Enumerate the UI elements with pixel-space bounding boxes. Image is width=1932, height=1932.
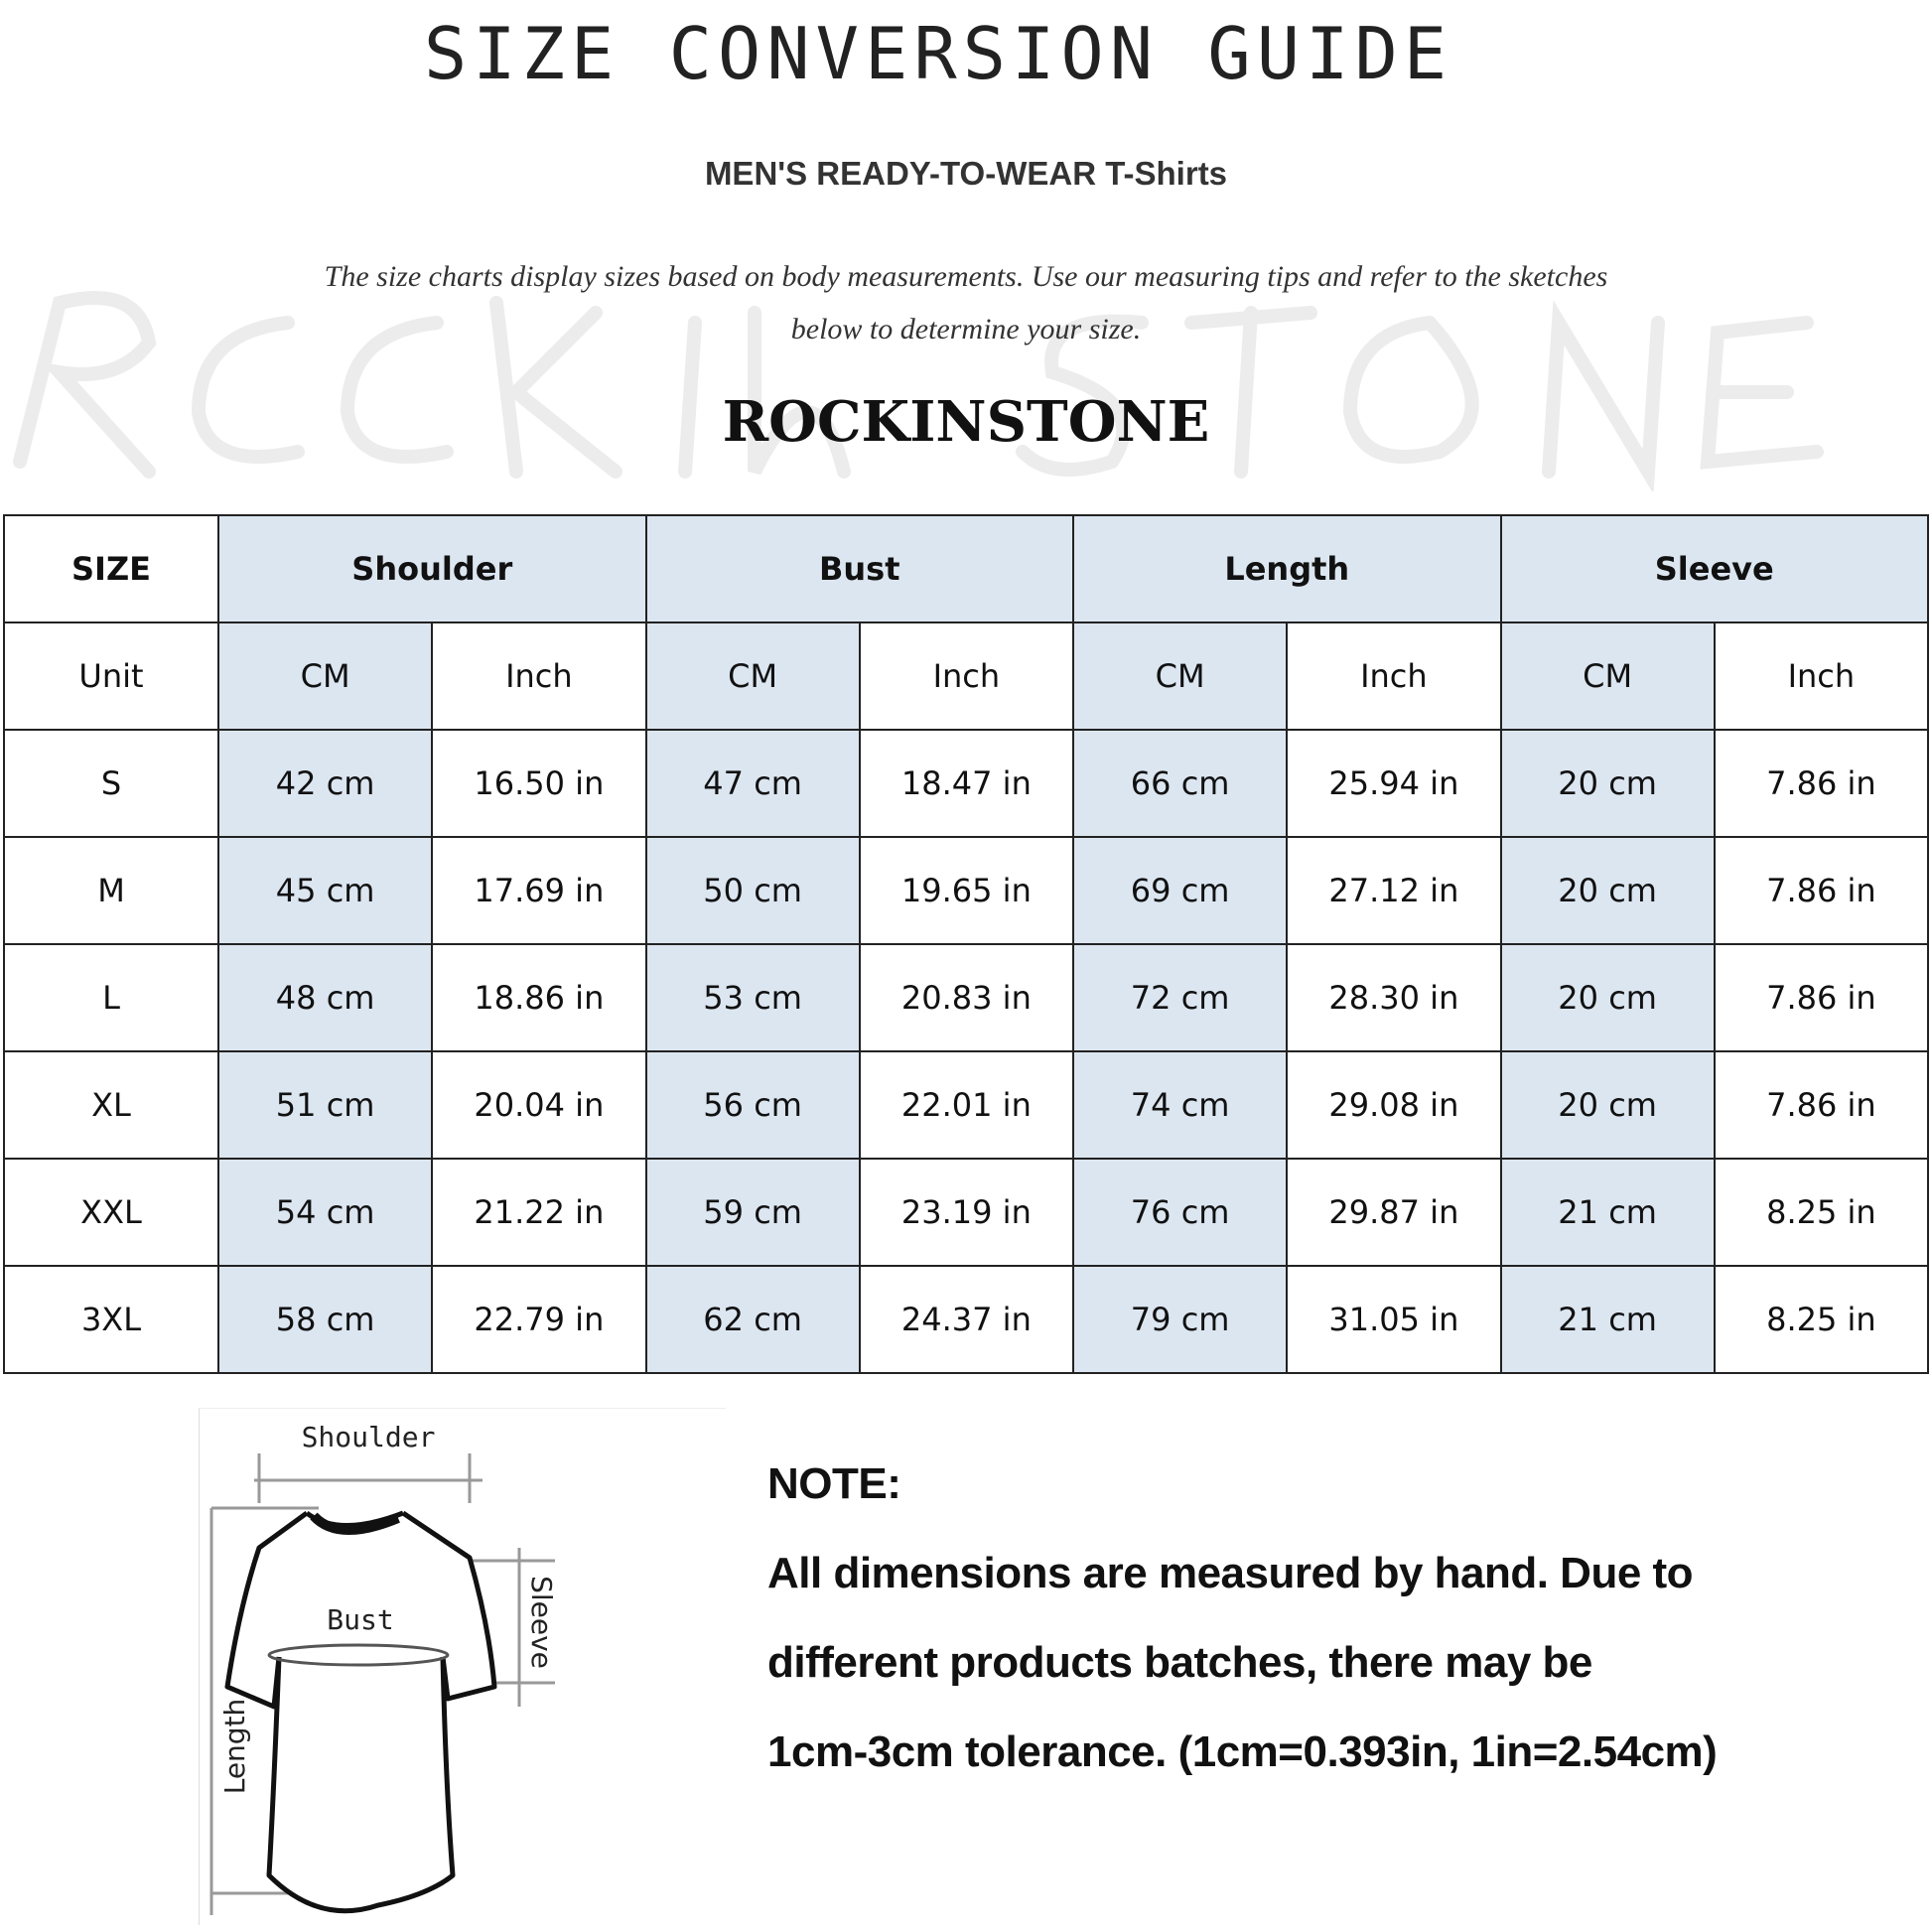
value-cell: 23.19 in — [858, 1158, 1075, 1267]
unit-header: CM — [644, 621, 861, 731]
value-cell: 25.94 in — [1286, 729, 1502, 838]
value-cell: 8.25 in — [1713, 1265, 1930, 1374]
table-row: 3XL 58 cm 22.79 in 62 cm 24.37 in 79 cm 31.05 … — [3, 1265, 1930, 1374]
unit-header: Inch — [1286, 621, 1502, 731]
value-cell: 47 cm — [644, 729, 861, 838]
value-cell: 19.65 in — [858, 836, 1075, 945]
value-cell: 79 cm — [1071, 1265, 1289, 1374]
value-cell: 20.04 in — [431, 1050, 647, 1160]
value-cell: 53 cm — [644, 943, 861, 1052]
value-cell: 72 cm — [1071, 943, 1289, 1052]
value-cell: 7.86 in — [1713, 1050, 1930, 1160]
table-row: S 42 cm 16.50 in 47 cm 18.47 in 66 cm 25.94 in… — [3, 729, 1930, 838]
value-cell: 20 cm — [1499, 1050, 1716, 1160]
brand-name: ROCKINSTONE — [722, 389, 1210, 455]
value-cell: 56 cm — [644, 1050, 861, 1160]
value-cell: 29.08 in — [1286, 1050, 1502, 1160]
value-cell: 17.69 in — [431, 836, 647, 945]
value-cell: 31.05 in — [1286, 1265, 1502, 1374]
value-cell: 28.30 in — [1286, 943, 1502, 1052]
page-subtitle: MEN'S READY-TO-WEAR T-Shirts — [704, 155, 1228, 192]
size-header: SIZE — [3, 514, 219, 623]
note-heading: NOTE: — [767, 1459, 901, 1508]
value-cell: 21 cm — [1499, 1158, 1716, 1267]
table-row: L 48 cm 18.86 in 53 cm 20.83 in 72 cm 28.30 in… — [3, 943, 1930, 1052]
table-row: XXL 54 cm 21.22 in 59 cm 23.19 in 76 cm 29.87 … — [3, 1158, 1930, 1267]
watermark-brush-icon — [13, 291, 1824, 494]
watermark — [0, 263, 1932, 494]
size-cell: 3XL — [3, 1265, 219, 1374]
length-label: Length — [218, 1699, 251, 1795]
size-cell: S — [3, 729, 219, 838]
value-cell: 51 cm — [216, 1050, 434, 1160]
value-cell: 50 cm — [644, 836, 861, 945]
value-cell: 8.25 in — [1713, 1158, 1930, 1267]
value-cell: 20 cm — [1499, 729, 1716, 838]
unit-header: CM — [1499, 621, 1716, 731]
header-row: SIZE Shoulder Bust Length Sleeve — [3, 514, 1929, 623]
value-cell: 7.86 in — [1713, 729, 1930, 838]
group-header: Shoulder — [217, 514, 647, 623]
value-cell: 20.83 in — [858, 943, 1075, 1052]
value-cell: 22.01 in — [858, 1050, 1075, 1160]
tshirt-icon: Shoulder Bust Length Sleeve — [209, 1421, 558, 1915]
note: NOTE: All dimensions are measured by han… — [767, 1440, 1929, 1797]
unit-row: Unit CM Inch CM Inch CM Inch CM Inch — [3, 621, 1930, 731]
value-cell: 66 cm — [1071, 729, 1289, 838]
table-row: M 45 cm 17.69 in 50 cm 19.65 in 69 cm 27.12 in… — [3, 836, 1930, 945]
value-cell: 48 cm — [216, 943, 434, 1052]
description: The size charts display sizes based on b… — [324, 260, 1608, 345]
group-header: Length — [1072, 514, 1502, 623]
value-cell: 18.47 in — [858, 729, 1075, 838]
value-cell: 74 cm — [1071, 1050, 1289, 1160]
note-line: All dimensions are measured by hand. Due… — [767, 1549, 1694, 1597]
value-cell: 7.86 in — [1713, 943, 1930, 1052]
table-row: XL 51 cm 20.04 in 56 cm 22.01 in 74 cm 29.08 i… — [3, 1050, 1930, 1160]
value-cell: 22.79 in — [431, 1265, 647, 1374]
value-cell: 59 cm — [644, 1158, 861, 1267]
note-line: different products batches, there may be — [767, 1638, 1592, 1687]
tshirt-sketch: Shoulder Bust Length Sleeve — [199, 1408, 726, 1925]
value-cell: 69 cm — [1071, 836, 1289, 945]
note-line: 1cm-3cm tolerance. (1cm=0.393in, 1in=2.5… — [767, 1727, 1718, 1776]
unit-header: CM — [216, 621, 434, 731]
value-cell: 24.37 in — [858, 1265, 1075, 1374]
unit-header: Inch — [431, 621, 647, 731]
page-title: SIZE CONVERSION GUIDE — [423, 12, 1453, 95]
value-cell: 58 cm — [216, 1265, 434, 1374]
value-cell: 27.12 in — [1286, 836, 1502, 945]
value-cell: 7.86 in — [1713, 836, 1930, 945]
value-cell: 42 cm — [216, 729, 434, 838]
value-cell: 62 cm — [644, 1265, 861, 1374]
value-cell: 76 cm — [1071, 1158, 1289, 1267]
value-cell: 45 cm — [216, 836, 434, 945]
size-cell: L — [3, 943, 219, 1052]
unit-header: Inch — [858, 621, 1075, 731]
value-cell: 21 cm — [1499, 1265, 1716, 1374]
unit-label: Unit — [3, 621, 219, 731]
value-cell: 16.50 in — [431, 729, 647, 838]
value-cell: 20 cm — [1499, 836, 1716, 945]
bust-label: Bust — [327, 1603, 393, 1636]
sleeve-label: Sleeve — [525, 1576, 558, 1669]
value-cell: 21.22 in — [431, 1158, 647, 1267]
value-cell: 20 cm — [1499, 943, 1716, 1052]
size-cell: XXL — [3, 1158, 219, 1267]
group-header: Sleeve — [1499, 514, 1929, 623]
value-cell: 54 cm — [216, 1158, 434, 1267]
unit-header: CM — [1071, 621, 1289, 731]
value-cell: 18.86 in — [431, 943, 647, 1052]
shoulder-label: Shoulder — [302, 1421, 436, 1453]
unit-header: Inch — [1713, 621, 1930, 731]
value-cell: 29.87 in — [1286, 1158, 1502, 1267]
size-table: SIZE Shoulder Bust Length Sleeve Unit CM Inch CM… — [3, 514, 1930, 1374]
size-cell: XL — [3, 1050, 219, 1160]
group-header: Bust — [644, 514, 1074, 623]
size-cell: M — [3, 836, 219, 945]
